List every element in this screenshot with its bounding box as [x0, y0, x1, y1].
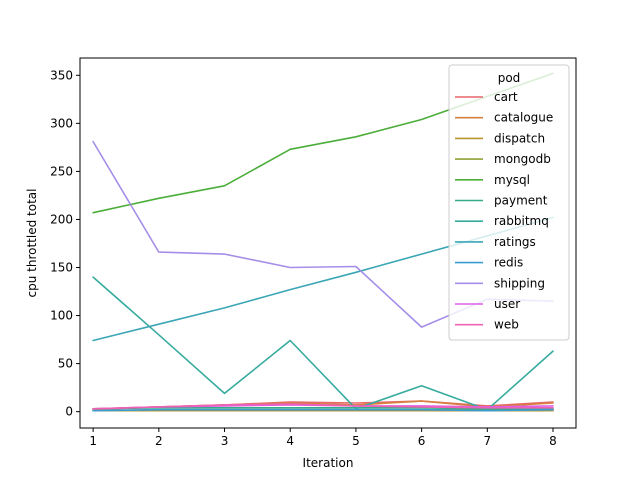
- legend-label-catalogue: catalogue: [494, 111, 553, 125]
- x-tick-label: 7: [483, 434, 491, 448]
- legend-label-mysql: mysql: [494, 173, 530, 187]
- series-line-web: [92, 403, 554, 410]
- y-tick-label: 150: [50, 261, 73, 275]
- y-tick-label: 350: [50, 68, 73, 82]
- legend-label-user: user: [494, 297, 520, 311]
- legend-label-redis: redis: [494, 256, 523, 270]
- y-tick-label: 200: [50, 212, 73, 226]
- legend-box: [448, 64, 570, 341]
- x-tick-label: 8: [549, 434, 557, 448]
- x-tick-label: 1: [89, 434, 97, 448]
- x-tick-label: 3: [221, 434, 229, 448]
- y-axis: 0 50 100 150 200 250 300 350: [50, 68, 80, 419]
- x-tick-label: 2: [155, 434, 163, 448]
- y-tick-label: 0: [65, 405, 73, 419]
- legend-label-payment: payment: [494, 194, 548, 208]
- x-tick-label: 5: [352, 434, 360, 448]
- legend-label-mongodb: mongodb: [494, 152, 551, 166]
- legend-label-cart: cart: [494, 90, 518, 104]
- legend-title: pod: [498, 71, 521, 85]
- y-tick-label: 50: [58, 357, 73, 371]
- x-tick-label: 4: [286, 434, 294, 448]
- legend-label-dispatch: dispatch: [494, 131, 545, 145]
- legend-label-shipping: shipping: [494, 276, 545, 290]
- legend: pod cart catalogue dispatch mongodb mysql pay…: [448, 64, 570, 341]
- plot-frame: [79, 57, 577, 429]
- y-tick-label: 300: [50, 116, 73, 130]
- legend-label-ratings: ratings: [494, 235, 536, 249]
- legend-label-web: web: [494, 318, 519, 332]
- series-line-redis: [92, 408, 554, 412]
- legend-items: cart catalogue dispatch mongodb mysql payment…: [455, 90, 553, 332]
- y-axis-label: cpu throttled total: [25, 189, 39, 298]
- series-line-rabbitmq: [92, 276, 554, 411]
- x-tick-label: 6: [418, 434, 426, 448]
- y-tick-label: 100: [50, 309, 73, 323]
- legend-label-rabbitmq: rabbitmq: [494, 214, 549, 228]
- x-axis-label: Iteration: [303, 456, 354, 470]
- y-tick-label: 250: [50, 164, 73, 178]
- series-line-payment: [92, 406, 554, 410]
- x-axis: 1 2 3 4 5 6 7 8: [89, 428, 557, 448]
